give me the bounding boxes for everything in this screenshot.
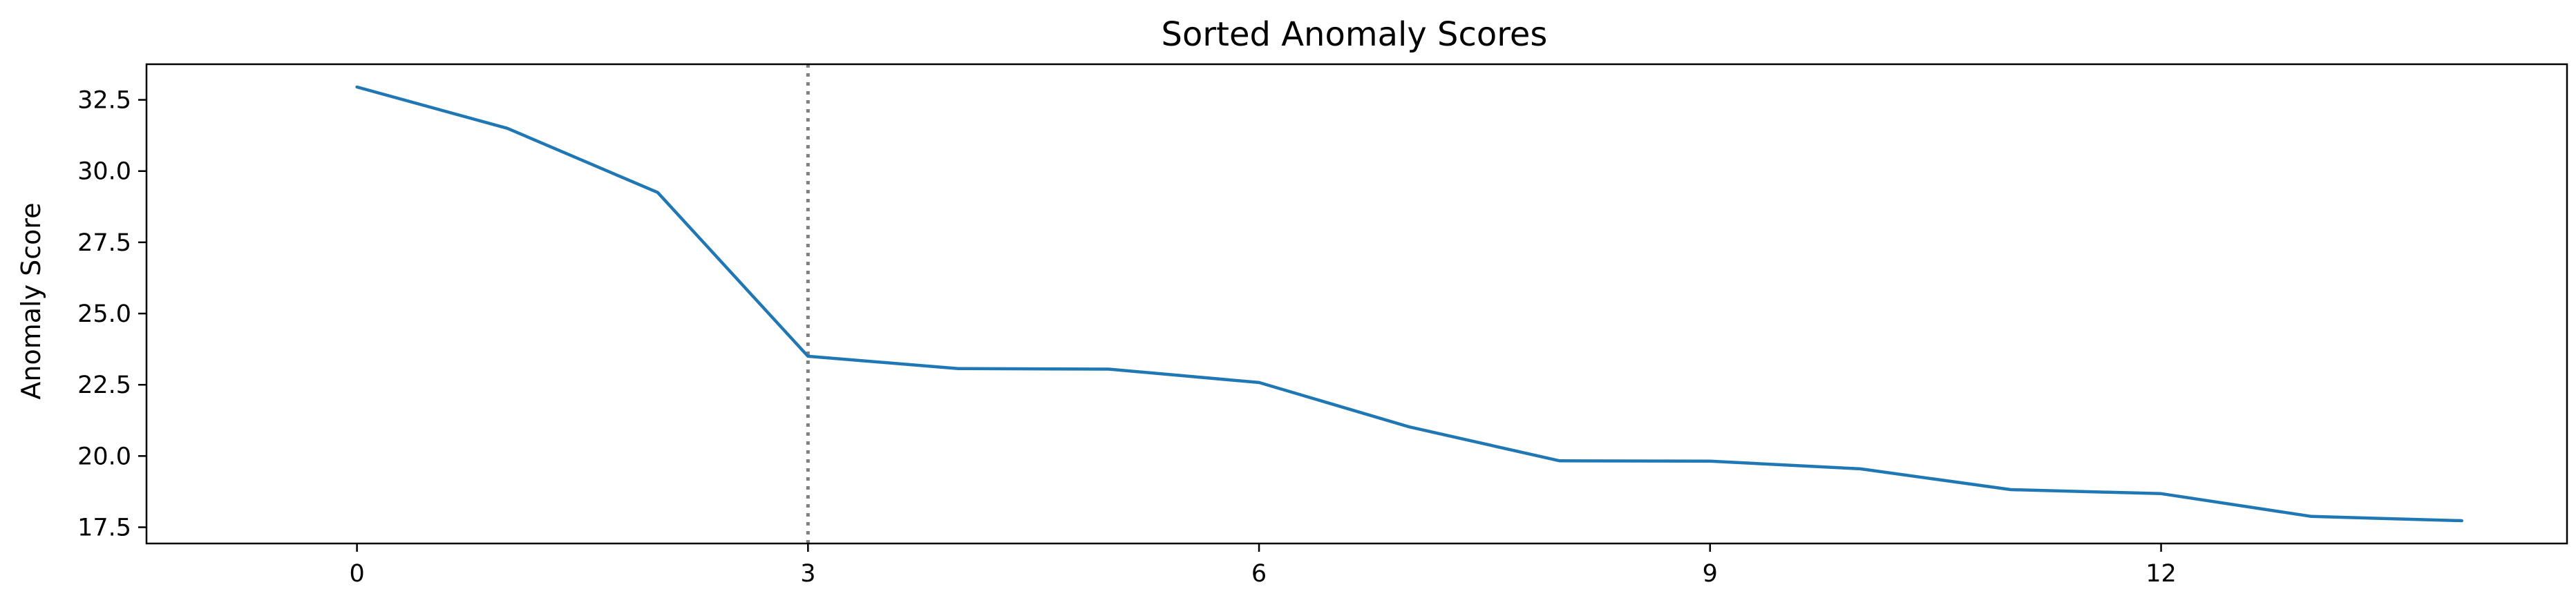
- x-tick-label: 6: [1251, 560, 1267, 588]
- plot-frame: [146, 64, 2567, 543]
- y-tick-label: 22.5: [77, 372, 131, 399]
- x-tick-label: 3: [800, 560, 815, 588]
- y-tick-label: 20.0: [77, 443, 131, 470]
- x-tick-label: 9: [1703, 560, 1718, 588]
- series-line-0: [357, 87, 2462, 521]
- y-tick-label: 32.5: [77, 87, 131, 115]
- y-tick-label: 27.5: [77, 229, 131, 257]
- y-axis-label: Anomaly Score: [16, 202, 46, 399]
- x-tick-label: 12: [2146, 560, 2177, 588]
- x-tick-label: 0: [349, 560, 364, 588]
- y-tick-label: 25.0: [77, 300, 131, 328]
- y-tick-label: 30.0: [77, 158, 131, 186]
- y-tick-label: 17.5: [77, 514, 131, 541]
- chart-title: Sorted Anomaly Scores: [1162, 15, 1548, 54]
